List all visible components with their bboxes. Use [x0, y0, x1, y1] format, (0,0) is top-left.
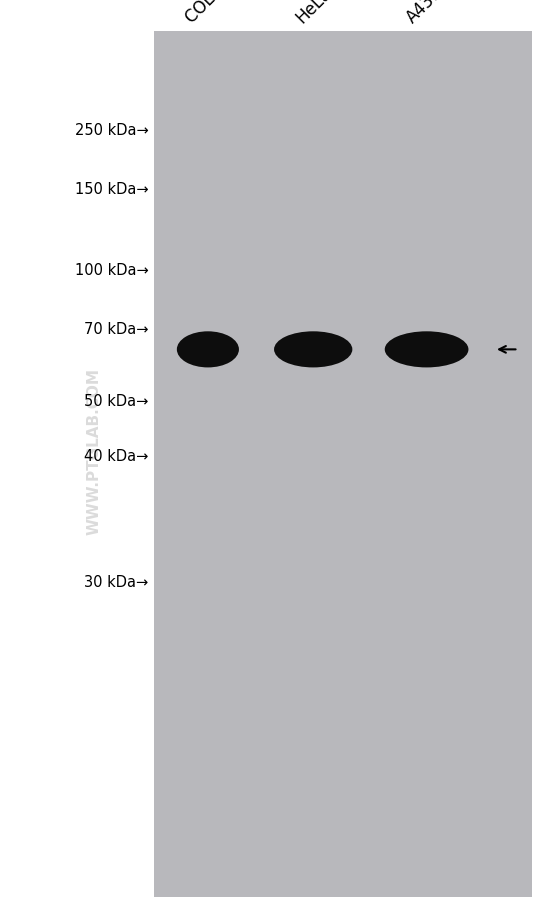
Ellipse shape: [274, 332, 352, 368]
Ellipse shape: [384, 332, 469, 368]
Text: COLO 320: COLO 320: [181, 0, 253, 27]
Text: WWW.PTGLAB.COM: WWW.PTGLAB.COM: [87, 368, 102, 534]
Bar: [154, 32, 532, 897]
Text: 100 kDa→: 100 kDa→: [75, 263, 148, 278]
Ellipse shape: [177, 332, 239, 368]
Text: 150 kDa→: 150 kDa→: [75, 182, 148, 197]
Text: 250 kDa→: 250 kDa→: [75, 124, 148, 138]
Text: A431: A431: [403, 0, 446, 27]
Text: 30 kDa→: 30 kDa→: [84, 575, 148, 589]
Text: 50 kDa→: 50 kDa→: [84, 394, 148, 409]
Text: 70 kDa→: 70 kDa→: [84, 322, 148, 336]
Text: 40 kDa→: 40 kDa→: [84, 448, 148, 463]
Text: HeLa: HeLa: [292, 0, 335, 27]
